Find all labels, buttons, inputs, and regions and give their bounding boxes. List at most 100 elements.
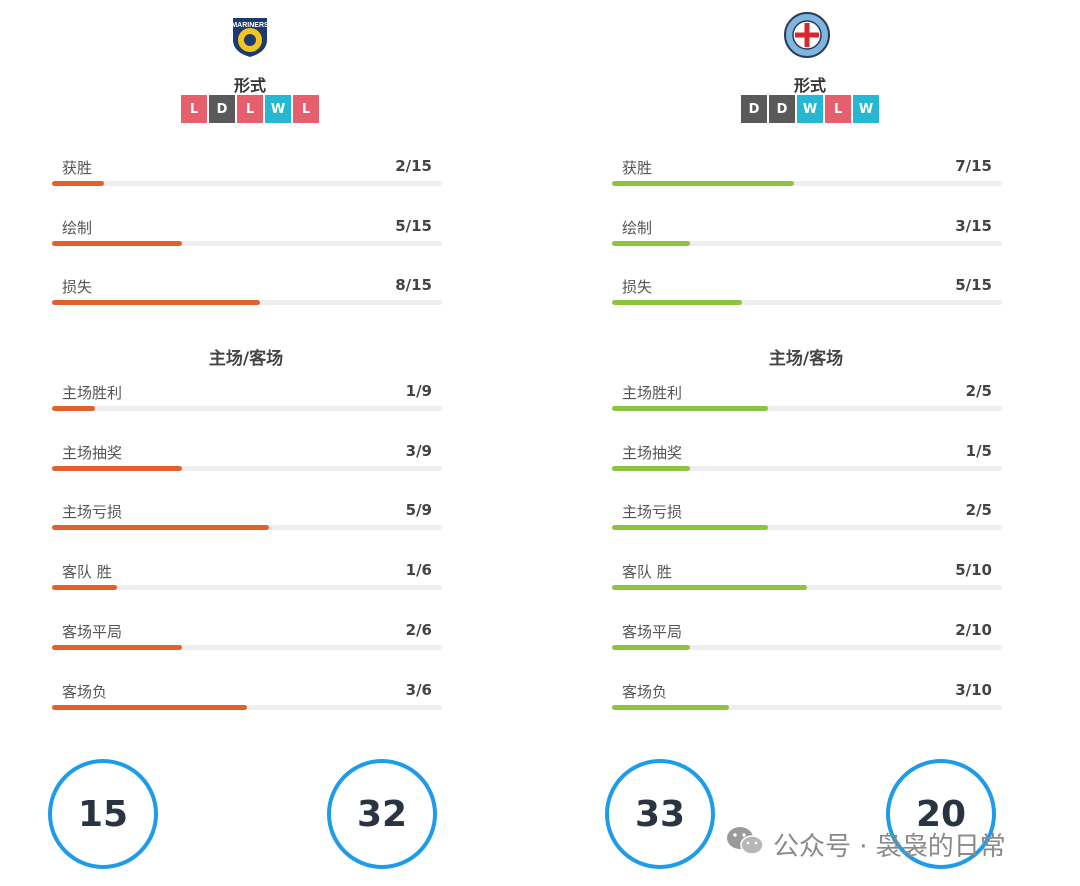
progress-fill — [52, 644, 182, 650]
progress-fill — [612, 704, 729, 710]
stat-label: 主场胜利 — [622, 384, 683, 402]
form-badge: W — [853, 95, 879, 123]
stat-value: 3/9 — [405, 441, 432, 460]
stat-value: 2/15 — [395, 157, 432, 175]
progress-track — [612, 240, 1002, 246]
progress-track — [52, 644, 442, 650]
stat-row: 客场负 3/10 — [610, 681, 1002, 737]
stat-value: 5/15 — [395, 216, 432, 235]
stat-label: 获胜 — [62, 159, 93, 177]
stat-label: 损失 — [622, 278, 653, 297]
progress-fill — [612, 406, 768, 411]
stat-label: 客场平局 — [62, 622, 123, 641]
progress-track — [52, 300, 442, 306]
stat-label: 主场抽奖 — [622, 443, 683, 462]
stat-circle: 32 — [327, 759, 437, 869]
wechat-icon — [725, 824, 765, 865]
form-badge: W — [265, 95, 291, 123]
stat-label: 客队 胜 — [622, 563, 672, 582]
stat-circle: 33 — [605, 759, 715, 869]
mariners-crest-icon[interactable]: MARINERS — [227, 12, 273, 58]
form-badge: L — [293, 95, 319, 123]
stat-label: 损失 — [62, 278, 93, 297]
progress-track — [52, 585, 442, 591]
progress-fill — [52, 465, 182, 471]
melbourne-city-crest-icon[interactable] — [784, 12, 830, 58]
stat-label: 客场负 — [62, 682, 108, 701]
progress-track — [612, 704, 1002, 710]
progress-track — [612, 525, 1002, 531]
progress-track — [52, 181, 442, 186]
home-away-title: 主场/客场 — [768, 349, 844, 369]
progress-fill — [612, 181, 795, 186]
progress-fill — [52, 181, 104, 186]
stat-value: 5/15 — [955, 276, 992, 295]
stat-row: 绘制 3/15 — [610, 217, 1002, 273]
progress-track — [612, 465, 1002, 471]
stat-label: 客场平局 — [622, 622, 683, 641]
svg-text:MARINERS: MARINERS — [231, 22, 269, 29]
stat-row: 客队 胜 5/10 — [610, 561, 1002, 617]
stat-row: 获胜 7/15 — [610, 157, 1002, 213]
progress-track — [612, 181, 1002, 186]
form-badge: D — [209, 95, 235, 123]
progress-fill — [612, 300, 742, 306]
progress-fill — [52, 525, 269, 531]
stat-label: 获胜 — [622, 159, 653, 177]
progress-fill — [52, 704, 247, 710]
stat-label: 客队 胜 — [62, 563, 112, 582]
stat-row: 获胜 2/15 — [50, 157, 442, 213]
stat-label: 主场胜利 — [62, 384, 123, 402]
progress-fill — [52, 406, 96, 411]
stat-row: 主场亏损 5/9 — [50, 501, 442, 557]
progress-track — [612, 585, 1002, 591]
stat-row: 客场负 3/6 — [50, 681, 442, 737]
stat-row: 客场平局 2/10 — [610, 621, 1002, 677]
stat-value: 1/9 — [405, 382, 432, 400]
watermark-text: 公众号 · 袅袅的日常 — [773, 831, 1006, 862]
stat-value: 3/15 — [955, 216, 992, 235]
stat-row: 主场亏损 2/5 — [610, 501, 1002, 557]
stat-circle: 20 — [886, 759, 996, 869]
stat-row: 客场平局 2/6 — [50, 621, 442, 677]
form-badge: W — [797, 95, 823, 123]
stat-value: 5/10 — [955, 561, 992, 580]
stat-row: 绘制 5/15 — [50, 217, 442, 273]
form-badge: D — [741, 95, 767, 123]
progress-fill — [612, 240, 690, 246]
stat-row: 损失 5/15 — [610, 276, 1002, 332]
stat-row: 主场胜利 1/9 — [50, 382, 442, 438]
stat-value: 1/5 — [965, 441, 992, 460]
progress-fill — [52, 240, 182, 246]
stat-value: 1/6 — [405, 561, 432, 580]
progress-track — [52, 465, 442, 471]
progress-track — [612, 300, 1002, 306]
form-title: 形式 — [793, 76, 826, 95]
stat-label: 主场抽奖 — [62, 443, 123, 462]
stat-label: 主场亏损 — [62, 503, 123, 522]
stat-row: 主场抽奖 1/5 — [610, 442, 1002, 498]
stat-value: 2/5 — [965, 382, 992, 400]
stat-value: 2/10 — [955, 620, 992, 639]
progress-fill — [612, 644, 690, 650]
stat-value: 3/6 — [405, 680, 432, 699]
form-badge: L — [825, 95, 851, 123]
stat-row: 主场抽奖 3/9 — [50, 442, 442, 498]
watermark: 公众号 · 袅袅的日常 — [725, 826, 1006, 862]
form-title: 形式 — [233, 76, 266, 95]
progress-fill — [612, 585, 807, 591]
stat-row: 客队 胜 1/6 — [50, 561, 442, 617]
stat-label: 绘制 — [622, 218, 653, 237]
progress-track — [52, 525, 442, 531]
stat-label: 主场亏损 — [622, 503, 683, 522]
progress-track — [52, 704, 442, 710]
progress-track — [612, 644, 1002, 650]
stat-value: 8/15 — [395, 276, 432, 295]
progress-fill — [612, 525, 768, 531]
progress-track — [52, 240, 442, 246]
form-badge: L — [181, 95, 207, 123]
stat-value: 2/6 — [405, 620, 432, 639]
stat-value: 7/15 — [955, 157, 992, 175]
